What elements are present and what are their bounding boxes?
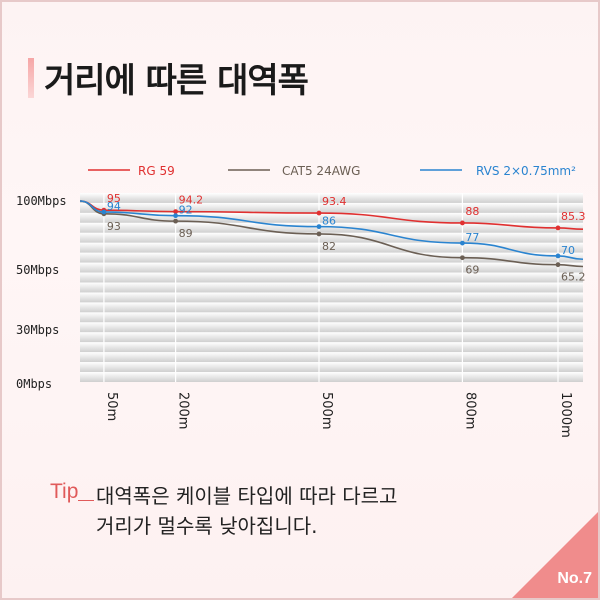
grid-band [80, 292, 583, 303]
data-point [173, 218, 179, 224]
data-point [173, 213, 179, 219]
data-point [555, 262, 561, 268]
grid-band [80, 262, 583, 273]
data-label: 88 [465, 205, 479, 218]
x-tick-label: 500m [319, 392, 334, 429]
data-label: 70 [561, 244, 575, 257]
grid-band [80, 232, 583, 243]
data-label: 92 [179, 204, 193, 217]
data-label: 77 [465, 231, 479, 244]
y-tick-label: 100Mbps [16, 194, 67, 208]
data-label: 93 [107, 220, 121, 233]
data-point [316, 224, 322, 230]
x-tick-label: 50m [104, 392, 119, 421]
data-label: 86 [322, 215, 336, 228]
y-tick-label: 0Mbps [16, 377, 52, 391]
grid-band [80, 272, 583, 283]
grid-band [80, 352, 583, 363]
grid-band [80, 212, 583, 223]
badge-number: No.7 [557, 570, 592, 587]
title-accent-bar [28, 58, 34, 98]
page-title: 거리에 따른 대역폭 [44, 61, 309, 101]
data-label: 85.3 [561, 210, 586, 223]
data-label: 95 [107, 192, 121, 205]
grid-band [80, 242, 583, 253]
grid-band [80, 302, 583, 313]
data-label: 93.4 [322, 195, 347, 208]
data-label: 69 [465, 264, 479, 277]
data-point [555, 225, 561, 231]
legend-label: CAT5 24AWG [282, 164, 360, 178]
x-tick-label: 800m [462, 392, 477, 429]
grid-band [80, 312, 583, 323]
grid-band [80, 193, 583, 203]
y-tick-label: 50Mbps [16, 263, 59, 277]
grid-band [80, 282, 583, 293]
data-point [316, 231, 322, 237]
grid-band [80, 202, 583, 213]
data-point [316, 210, 322, 216]
data-point [460, 220, 465, 226]
grid-band [80, 342, 583, 353]
x-tick-label: 1000m [558, 392, 573, 438]
grid-band [80, 322, 583, 333]
grid-band [80, 332, 583, 343]
data-point [173, 209, 179, 215]
tip-text-line-1: 대역폭은 케이블 타입에 따라 다르고 [96, 484, 398, 508]
data-point [555, 253, 561, 259]
grid-band [80, 252, 583, 263]
data-point [460, 255, 465, 261]
tip-underline [78, 500, 94, 501]
tip-text-line-2: 거리가 멀수록 낮아집니다. [96, 514, 318, 538]
y-tick-label: 30Mbps [16, 323, 59, 337]
data-label: 94 [107, 200, 121, 213]
data-point [101, 209, 107, 215]
x-tick-label: 200m [176, 392, 191, 429]
data-label: 89 [179, 227, 193, 240]
grid-band [80, 362, 583, 373]
tip-label: Tip [50, 480, 79, 503]
corner-badge [510, 510, 600, 600]
legend-label: RVS 2×0.75mm² [476, 164, 576, 178]
data-label: 65.2 [561, 271, 586, 284]
data-label: 82 [322, 240, 336, 253]
grid-band [80, 372, 583, 382]
grid-band [80, 222, 583, 233]
legend-label: RG 59 [138, 164, 175, 178]
data-point [460, 240, 465, 246]
data-label: 94.2 [179, 194, 204, 207]
